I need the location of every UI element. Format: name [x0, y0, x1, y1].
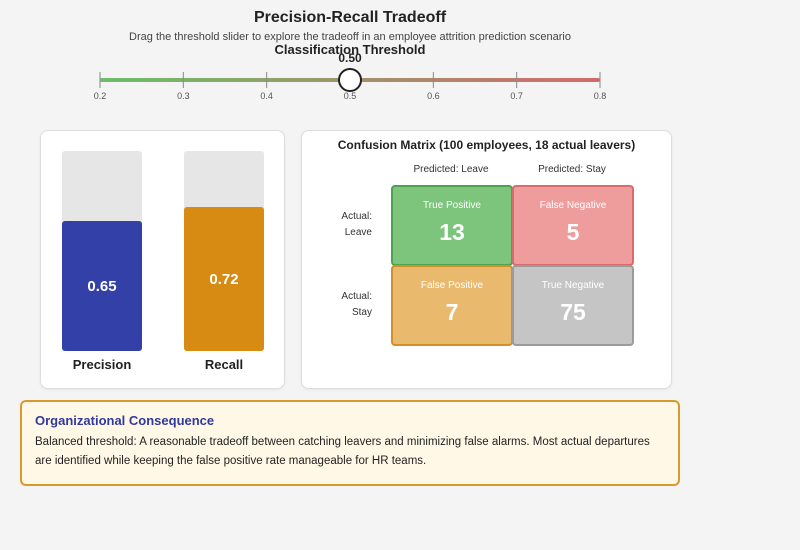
col-header-predicted-stay: Predicted: Stay	[538, 164, 606, 175]
precision-label: Precision	[72, 357, 132, 372]
cell-value: 5	[566, 219, 580, 245]
row-header-line: Stay	[351, 307, 372, 318]
page-title: Precision-Recall Tradeoff	[253, 9, 447, 26]
precision-bar: 0.65	[62, 221, 142, 351]
row-header-actual-leave: Actual: Leave	[314, 209, 372, 241]
cell-value: 75	[560, 299, 586, 325]
cell-value: 13	[439, 219, 465, 245]
consequence-box: Organizational Consequence Balanced thre…	[20, 400, 680, 486]
threshold-label: Classification Threshold	[274, 42, 426, 57]
slider-tick-label: 0.7	[510, 91, 523, 101]
recall-value: 0.72	[209, 270, 239, 288]
slider-tick-label: 0.2	[94, 91, 107, 101]
confusion-matrix-title: Confusion Matrix (100 employees, 18 actu…	[337, 138, 636, 152]
cell-value: 7	[445, 299, 459, 325]
cell-false-negative: False Negative 5	[512, 185, 634, 266]
consequence-text: Balanced threshold: A reasonable tradeof…	[35, 436, 650, 467]
row-header-line: Actual:	[341, 291, 372, 302]
slider-tick-label: 0.8	[594, 91, 607, 101]
row-header-line: Leave	[344, 227, 372, 238]
col-header-predicted-leave: Predicted: Leave	[413, 164, 489, 175]
page-subtitle: Drag the threshold slider to explore the…	[129, 31, 571, 43]
slider-tick-label: 0.3	[177, 91, 190, 101]
cell-label: False Positive	[420, 280, 484, 291]
slider-tick-label: 0.5	[344, 91, 357, 101]
row-header-actual-stay: Actual: Stay	[314, 289, 372, 321]
slider-tick-label: 0.6	[427, 91, 440, 101]
cell-label: True Negative	[541, 280, 605, 291]
slider-tick-label: 0.4	[260, 91, 273, 101]
confusion-matrix-panel: Confusion Matrix (100 employees, 18 actu…	[301, 130, 672, 389]
cell-true-positive: True Positive 13	[391, 185, 513, 266]
cell-true-negative: True Negative 75	[512, 265, 634, 346]
slider-thumb[interactable]	[338, 68, 362, 92]
row-header-line: Actual:	[341, 211, 372, 222]
recall-bar: 0.72	[184, 207, 264, 351]
cell-label: False Negative	[539, 200, 607, 211]
precision-value: 0.65	[87, 277, 117, 295]
consequence-title: Organizational Consequence	[35, 413, 215, 428]
metrics-panel: 0.65 Precision 0.72 Recall	[40, 130, 285, 389]
threshold-slider[interactable]: 0.2 0.3 0.4 0.5 0.6 0.7 0.8	[0, 60, 700, 110]
cell-label: True Positive	[423, 200, 481, 211]
cell-false-positive: False Positive 7	[391, 265, 513, 346]
threshold-value: 0.50	[338, 51, 362, 65]
recall-label: Recall	[204, 357, 244, 372]
